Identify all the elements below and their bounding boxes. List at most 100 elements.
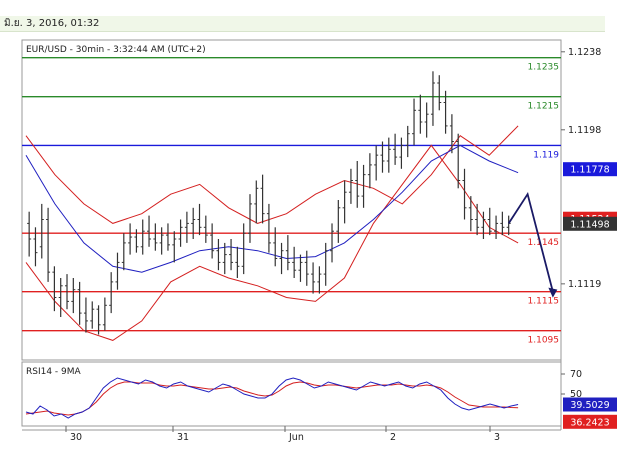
level-label: 1.119 — [533, 150, 559, 160]
rsi-value-label: 39.5029 — [570, 400, 609, 411]
ohlc-bar — [380, 141, 385, 173]
ohlc-bar — [39, 203, 44, 259]
price-badge-bg — [563, 216, 617, 231]
ohlc-bar — [311, 262, 316, 294]
price-badge-label: 1.11498 — [570, 219, 609, 230]
ohlc-bar — [475, 203, 480, 236]
rsi-ma-label: 36.2423 — [570, 417, 609, 428]
ohlc-bar — [178, 219, 183, 247]
x-tick-label: 2 — [390, 432, 396, 443]
ohlc-bar — [443, 90, 448, 134]
ohlc-bar — [159, 227, 164, 255]
ohlc-bar — [412, 98, 417, 146]
ohlc-bar — [65, 274, 70, 310]
level-label: 1.1235 — [528, 63, 560, 73]
date-time-header: มิ.ย. 3, 2016, 01:32 — [0, 16, 605, 32]
rsi-level-label: 70 — [570, 369, 582, 380]
level-label: 1.1115 — [528, 297, 560, 307]
ohlc-bar — [33, 227, 38, 267]
price-badge-bg — [563, 162, 617, 177]
ohlc-bar — [298, 254, 303, 282]
y-tick-label: 1.1238 — [568, 47, 601, 58]
ohlc-bar — [128, 223, 133, 255]
ohlc-bar — [418, 94, 423, 134]
ohlc-bar — [254, 180, 259, 224]
ohlc-bar — [323, 242, 328, 286]
ohlc-bar — [247, 194, 252, 243]
bollinger-bands — [25, 125, 519, 341]
ohlc-bar — [58, 278, 63, 317]
ohlc-bar — [304, 250, 309, 286]
ohlc-bar — [109, 272, 114, 314]
x-tick-label: 30 — [70, 432, 82, 443]
ohlc-bar — [393, 133, 398, 165]
ohlc-bar — [134, 229, 139, 253]
ohlc-bar — [292, 246, 297, 278]
rsi-ma-line — [25, 381, 519, 416]
ohlc-bar — [27, 211, 32, 257]
ohlc-bar — [330, 223, 335, 263]
y-tick-label: 1.1198 — [568, 125, 601, 136]
rsi-value-badge: 39.5029 — [563, 397, 617, 412]
ohlc-bar — [336, 200, 341, 243]
ohlc-bar — [386, 137, 391, 173]
chart-title: EUR/USD - 30min - 3:32:44 AM (UTC+2) — [26, 45, 206, 55]
ohlc-bar — [317, 266, 322, 294]
ohlc-bar — [449, 114, 454, 154]
rsi-line — [25, 377, 519, 419]
price-badge-label: 1.11778 — [570, 165, 609, 176]
forecast-arrow-head — [548, 287, 558, 298]
ohlc-bar — [96, 305, 101, 335]
ohlc-bar — [481, 211, 486, 239]
ohlc-bar — [222, 242, 227, 275]
ohlc-bar — [355, 161, 360, 208]
bollinger-lower-line — [25, 144, 519, 341]
ohlc-bar — [191, 207, 196, 239]
x-tick-label: 31 — [177, 432, 189, 443]
price-badge: 1.11778 — [563, 162, 617, 177]
ohlc-bar — [102, 297, 107, 331]
x-axis: 30 31 Jun 2 3 — [22, 426, 561, 443]
ohlc-bar — [456, 133, 461, 189]
ohlc-bar — [203, 215, 208, 243]
ohlc-bar — [405, 125, 410, 158]
ohlc-bar — [210, 223, 215, 259]
bollinger-upper-line — [25, 125, 519, 224]
y-tick-label: 1.1119 — [568, 279, 601, 290]
ohlc-bar — [90, 301, 95, 329]
y-axis-ticks: 1.1238 1.1198 1.1119 — [561, 47, 601, 290]
ohlc-bar — [285, 235, 290, 271]
level-label: 1.1215 — [528, 102, 560, 112]
ohlc-bar — [500, 211, 505, 236]
ohlc-bar — [83, 297, 88, 333]
main-plot-area — [21, 39, 562, 361]
ohlc-bar — [121, 233, 126, 271]
ohlc-bar — [153, 223, 158, 251]
ohlc-bar — [241, 223, 246, 275]
rsi-value-badge-bg — [563, 397, 617, 412]
ohlc-bar — [147, 215, 152, 247]
rsi-ma-badge-bg — [563, 414, 617, 429]
candlesticks — [27, 71, 511, 335]
date-time-text: มิ.ย. 3, 2016, 01:32 — [4, 18, 100, 29]
ohlc-bar — [52, 266, 57, 312]
x-tick-label: 3 — [494, 432, 500, 443]
ohlc-bar — [46, 207, 51, 282]
rsi-level-label: 50 — [570, 389, 582, 400]
ohlc-bar — [165, 223, 170, 251]
level-label: 1.1145 — [528, 238, 560, 248]
ohlc-bar — [437, 75, 442, 111]
rsi-label: RSI14 - 9MA — [26, 367, 82, 377]
ohlc-bar — [462, 168, 467, 220]
ohlc-bar — [487, 207, 492, 236]
ohlc-bar — [279, 242, 284, 275]
ohlc-bar — [468, 196, 473, 232]
ohlc-bar — [229, 239, 234, 271]
ohlc-bar — [348, 168, 353, 204]
rsi-plot-area — [21, 361, 562, 427]
ohlc-bar — [260, 174, 265, 224]
ohlc-bar — [71, 278, 76, 314]
